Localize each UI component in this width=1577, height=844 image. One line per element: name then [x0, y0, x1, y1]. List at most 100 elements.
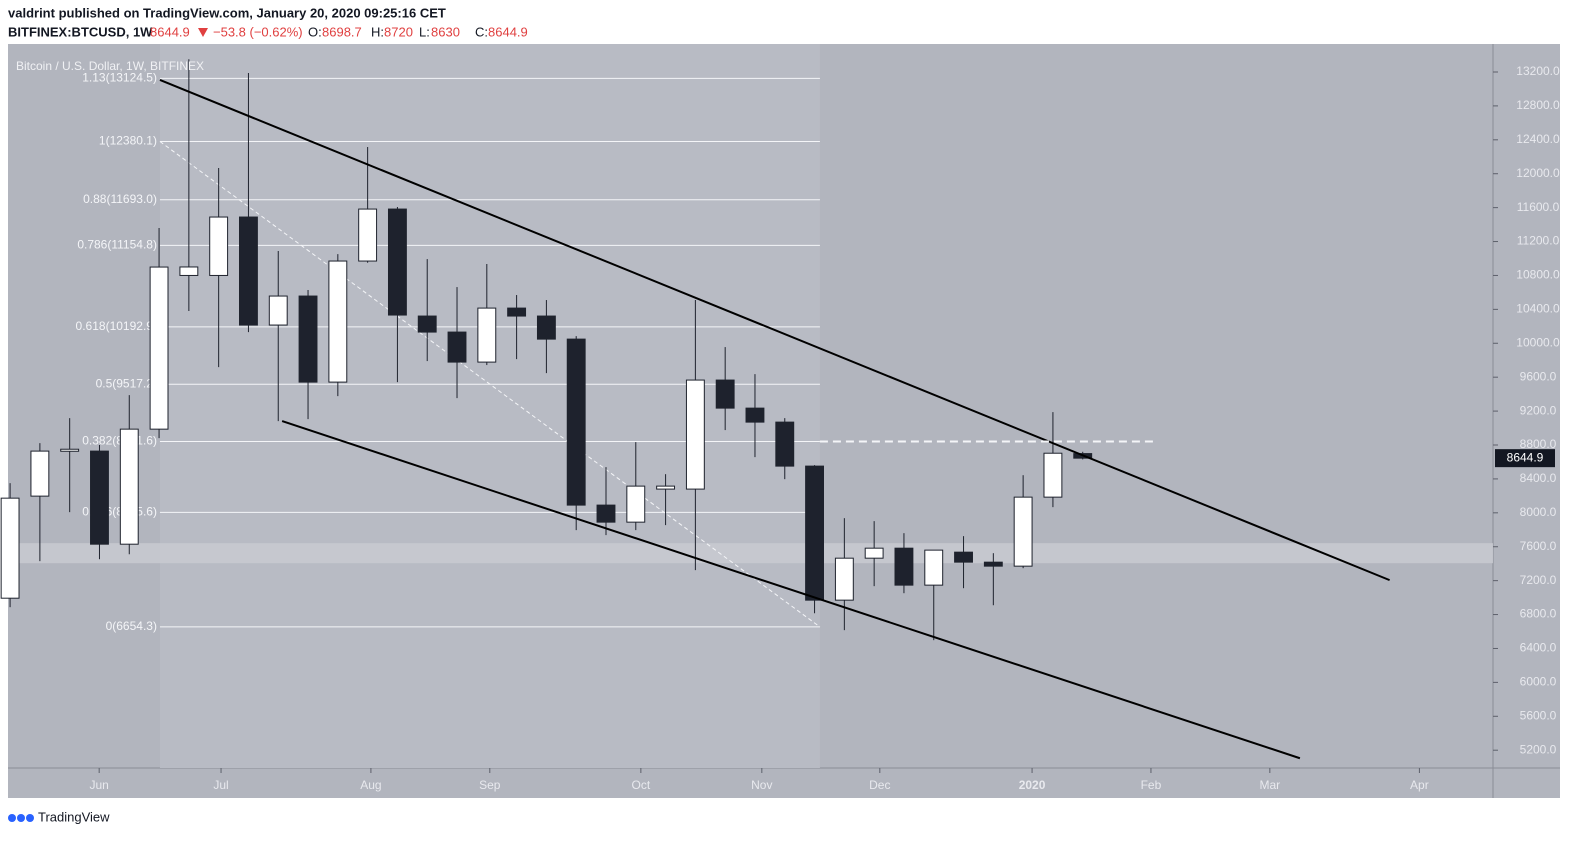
candle-body — [298, 295, 318, 383]
y-tick-label: 5200.0 — [1520, 742, 1557, 756]
logo — [8, 814, 34, 822]
candle-body — [328, 260, 348, 383]
price-tag — [1495, 449, 1555, 468]
y-tick-label: 6800.0 — [1520, 607, 1557, 621]
candle-body — [239, 216, 258, 326]
candle-body — [745, 407, 765, 423]
candle-body — [864, 547, 884, 559]
low-label: L: — [419, 24, 430, 39]
publisher: valdrint published on TradingView.com, J… — [8, 5, 446, 20]
y-tick-label: 12400.0 — [1516, 132, 1560, 146]
candle-body — [119, 428, 139, 545]
candle-body — [1013, 496, 1033, 567]
candle-body — [536, 315, 556, 340]
y-tick-label: 5600.0 — [1520, 708, 1557, 722]
fib-label: 0.5(9517.2) — [96, 376, 157, 390]
trend-line — [159, 79, 1390, 582]
x-tick-label: Feb — [1141, 778, 1162, 792]
x-tick-label: Jul — [213, 778, 228, 792]
x-tick-label: Apr — [1410, 778, 1429, 792]
open-label: O: — [308, 24, 322, 39]
fib-diagonal — [159, 141, 821, 628]
y-tick-label: 8800.0 — [1520, 437, 1557, 451]
candle-body — [417, 315, 437, 333]
plot: 13200.0 12800.0 12400.0 12000.0 11600.0 11200… — [0, 44, 1560, 792]
candle-body — [894, 547, 914, 586]
x-tick-label: Oct — [632, 778, 651, 792]
y-tick-label: 12800.0 — [1516, 98, 1560, 112]
candle-body — [685, 379, 705, 490]
fib-label: 1.13(13124.5) — [82, 71, 157, 85]
y-tick-label: 10400.0 — [1516, 302, 1560, 316]
candle-body — [983, 561, 1003, 567]
x-tick-label: 2020 — [1019, 778, 1046, 792]
candle-body — [656, 485, 676, 490]
fib-label: 0.618(10192.9) — [76, 319, 157, 333]
y-tick-label: 8000.0 — [1520, 505, 1557, 519]
y-tick-label: 6400.0 — [1520, 641, 1557, 655]
y-tick-label: 7200.0 — [1520, 573, 1557, 587]
candle-body — [30, 450, 50, 497]
low-value: 8630 — [431, 24, 460, 39]
high-value: 8720 — [384, 24, 413, 39]
close-value: 8644.9 — [488, 24, 528, 39]
candle-body — [507, 307, 527, 317]
fib-label: 0(6654.3) — [106, 619, 157, 633]
down-arrow — [198, 28, 208, 37]
x-tick-label: Dec — [869, 778, 890, 792]
y-tick-label: 10800.0 — [1516, 268, 1560, 282]
y-tick-label: 10000.0 — [1516, 335, 1560, 349]
y-tick-label: 7600.0 — [1520, 539, 1557, 553]
candle-body — [179, 266, 199, 276]
y-tick-label: 11200.0 — [1517, 234, 1560, 248]
candle-body — [715, 379, 735, 409]
candle-body — [775, 421, 795, 467]
x-tick-label: Jun — [89, 778, 108, 792]
candle-body — [387, 208, 407, 316]
candle-body — [805, 465, 824, 601]
candle-body — [149, 266, 169, 430]
y-tick-label: 13200.0 — [1516, 64, 1560, 78]
candle-body — [924, 549, 944, 586]
trend-line — [281, 420, 1301, 760]
y-tick-label: 11600.0 — [1517, 200, 1560, 214]
fib-label: 1(12380.1) — [99, 134, 157, 148]
fib-label: 0.382(8841.6) — [82, 434, 157, 448]
candle-body — [596, 504, 616, 523]
symbol: BITFINEX:BTCUSD, 1W — [8, 24, 153, 39]
candle-body — [268, 295, 288, 326]
close-label: C: — [475, 24, 488, 39]
y-tick-label: 8400.0 — [1520, 471, 1557, 485]
fib-region — [159, 44, 820, 768]
candle-body — [954, 551, 973, 563]
price-tag-label: 8644.9 — [1507, 450, 1544, 464]
change: −53.8 (−0.62%) — [213, 24, 303, 39]
y-tick-label: 12000.0 — [1516, 166, 1560, 180]
x-tick-label: Mar — [1259, 778, 1280, 792]
candle-body — [566, 338, 586, 506]
y-tick-label: 9600.0 — [1520, 369, 1557, 383]
candle-body — [477, 307, 497, 363]
candle-body — [0, 497, 20, 599]
candle-body — [447, 331, 467, 363]
brand: TradingView — [38, 809, 110, 824]
candle-body — [90, 450, 109, 545]
last-price: 8644.9 — [150, 24, 190, 39]
chart-title: Bitcoin / U.S. Dollar, 1W, BITFINEX — [16, 59, 204, 73]
fib-label: 0.786(11154.8) — [77, 238, 157, 252]
y-tick-label: 9200.0 — [1520, 403, 1557, 417]
x-tick-label: Aug — [360, 778, 381, 792]
candle-body — [358, 208, 378, 262]
candle-body — [626, 485, 646, 523]
candle-body — [1043, 452, 1063, 498]
candle-body — [60, 448, 80, 452]
x-tick-label: Sep — [479, 778, 501, 792]
candle-body — [834, 557, 854, 601]
x-tick-label: Nov — [751, 778, 772, 792]
fib-label: 0.88(11693.0) — [83, 192, 157, 206]
candle-body — [209, 216, 229, 276]
y-tick-label: 6000.0 — [1520, 675, 1557, 689]
high-label: H: — [371, 24, 384, 39]
